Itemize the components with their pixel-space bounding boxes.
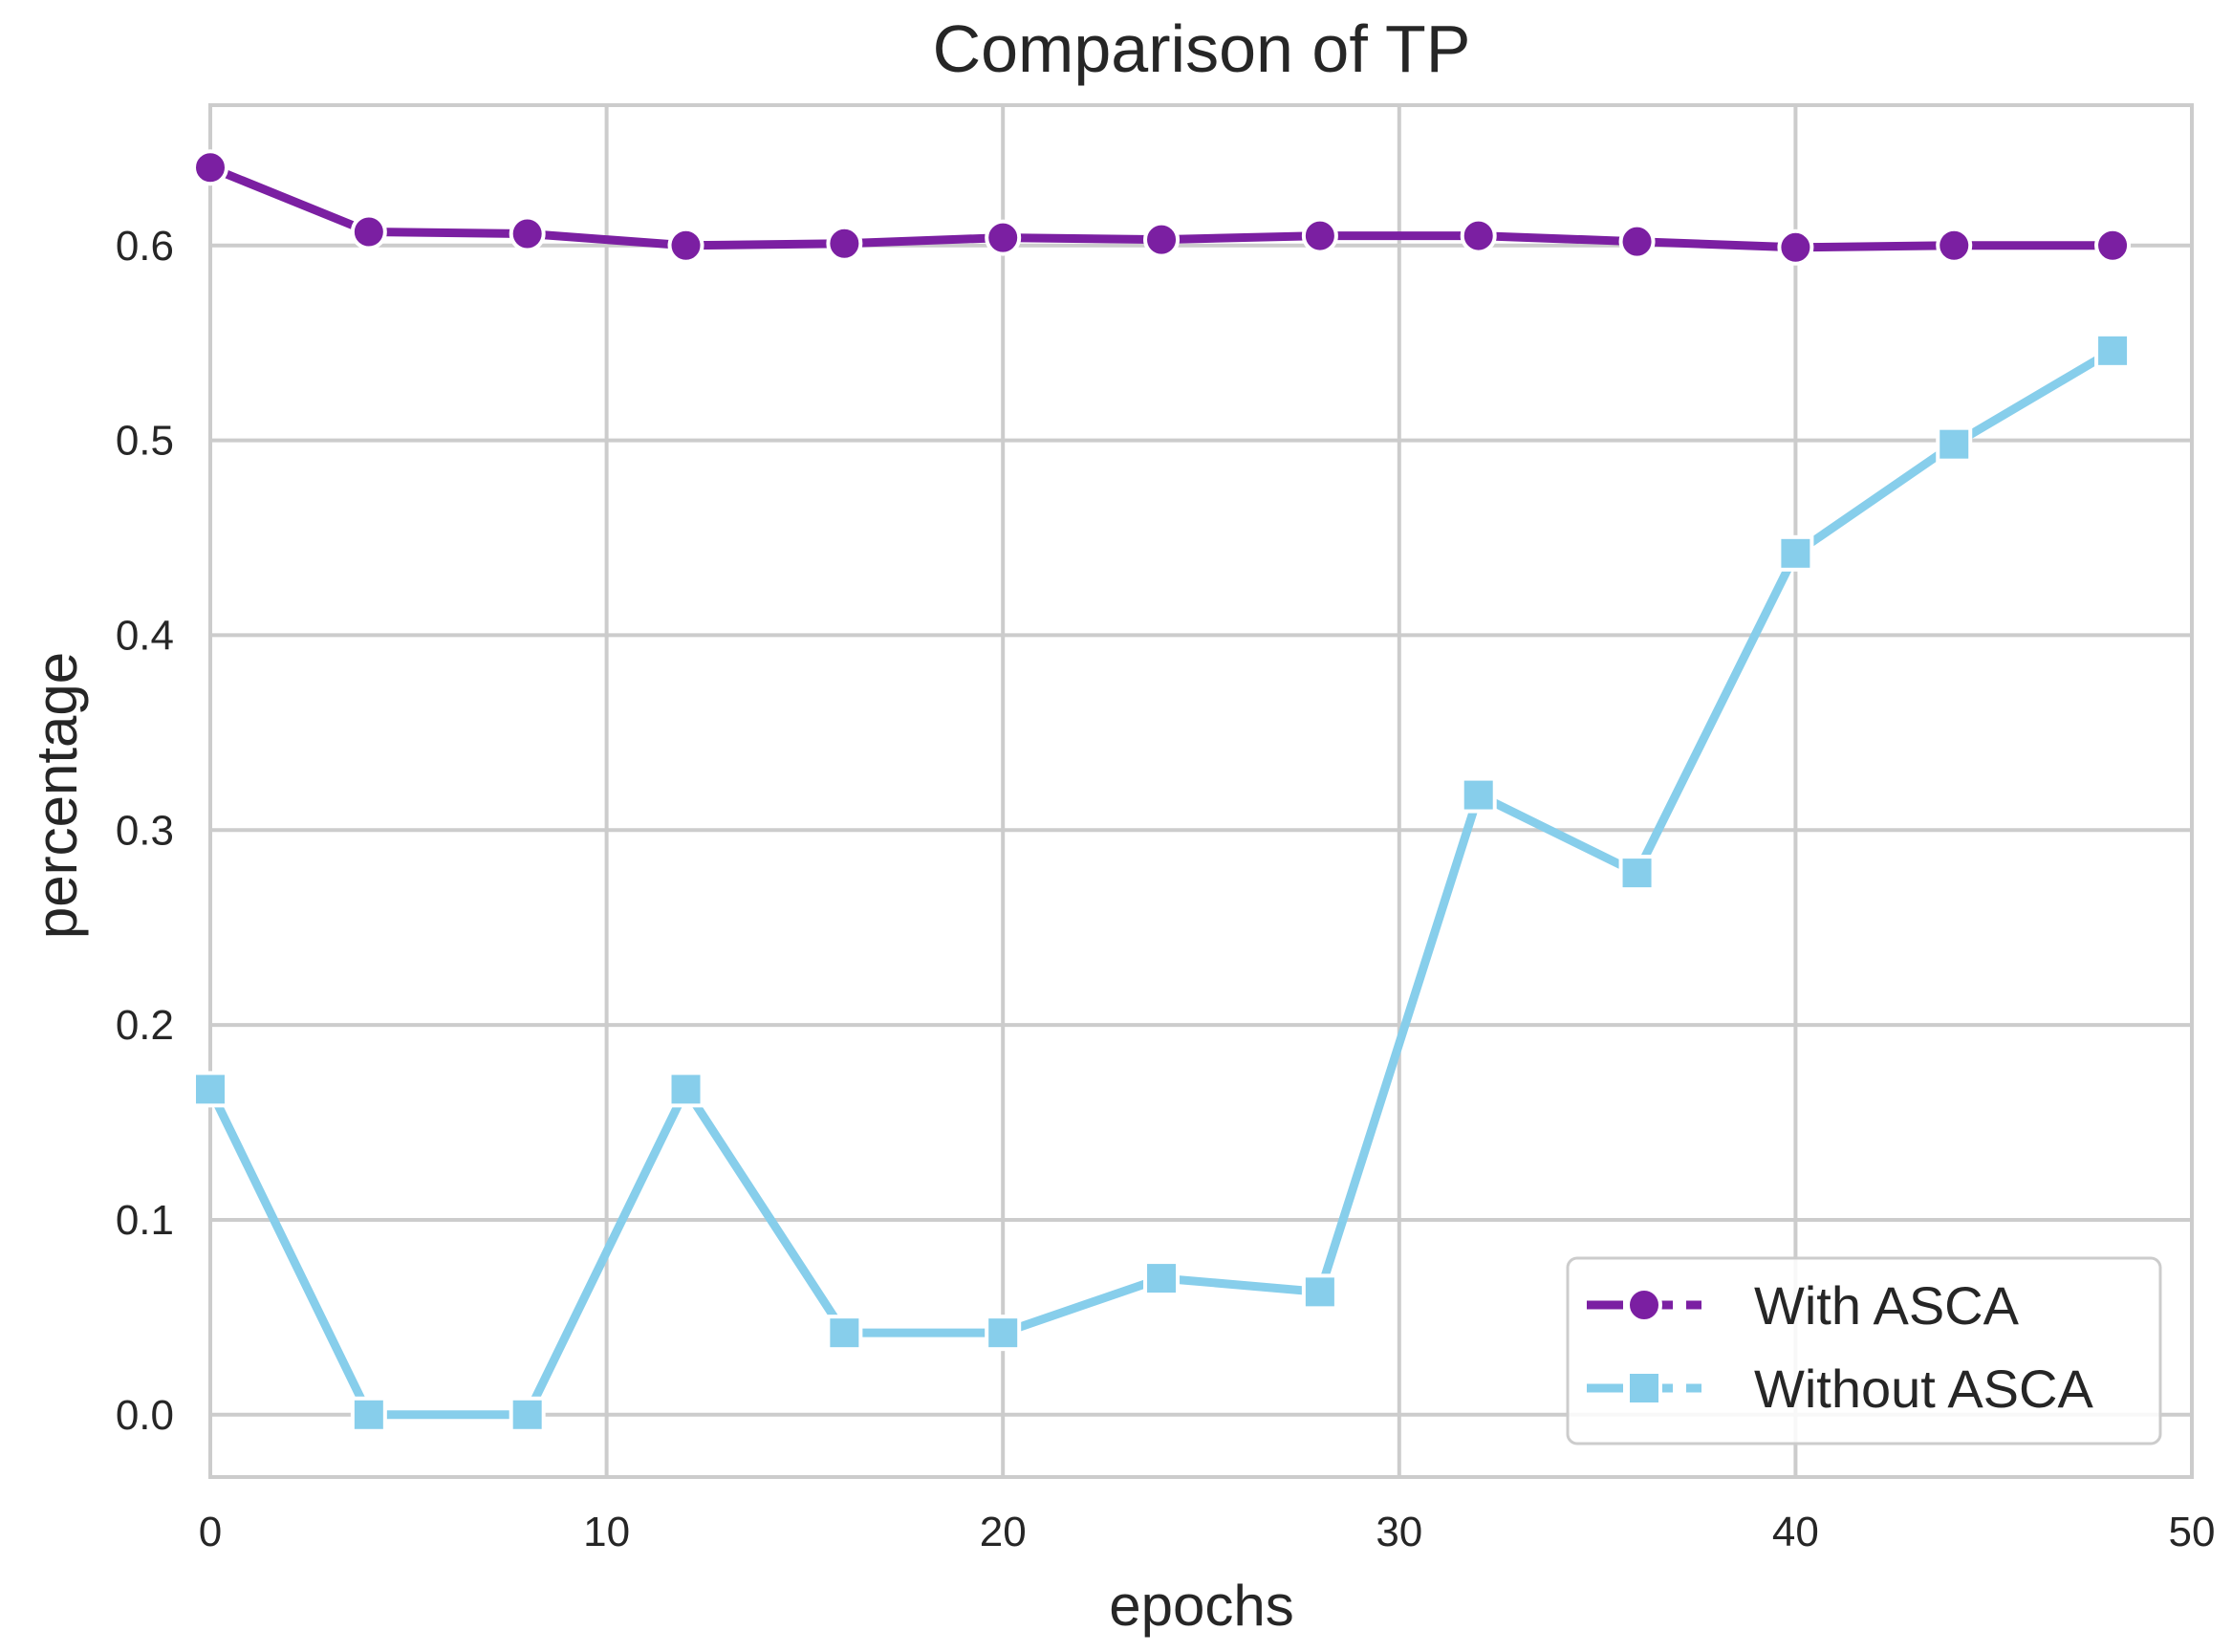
y-tick-label: 0.4 <box>116 612 174 659</box>
data-point-with-asca <box>985 219 1022 256</box>
legend-entry-with-asca: With ASCA <box>1587 1275 2020 1336</box>
data-point-with-asca <box>1777 228 1814 266</box>
data-point-without-asca <box>1618 855 1656 892</box>
data-point-without-asca <box>1936 425 1973 463</box>
data-point-with-asca <box>1301 217 1338 254</box>
y-tick-label: 0.2 <box>116 1002 174 1049</box>
data-point-without-asca <box>1777 534 1814 572</box>
data-point-without-asca <box>350 1396 387 1433</box>
x-tick-label: 20 <box>980 1509 1027 1555</box>
series-without-asca <box>192 332 2132 1433</box>
y-tick-label: 0.6 <box>116 223 174 270</box>
legend-entry-without-asca: Without ASCA <box>1587 1359 2093 1419</box>
data-point-with-asca <box>350 213 387 250</box>
series-line-without-asca <box>206 346 2115 1420</box>
legend-marker-with-asca <box>1626 1287 1662 1323</box>
data-point-without-asca <box>826 1315 863 1352</box>
data-point-with-asca <box>2094 227 2132 264</box>
x-tick-label: 0 <box>199 1509 222 1555</box>
plot-frame <box>208 103 2194 1479</box>
x-axis-label: epochs <box>1109 1574 1293 1638</box>
x-tick-label: 50 <box>2169 1509 2216 1555</box>
data-point-with-asca <box>1143 221 1181 258</box>
legend-label-without-asca: Without ASCA <box>1754 1359 2093 1419</box>
data-point-with-asca <box>1936 227 1973 264</box>
data-point-without-asca <box>192 1071 228 1108</box>
x-tick-label: 10 <box>583 1509 630 1555</box>
legend: With ASCA Without ASCA <box>1566 1256 2162 1446</box>
data-point-with-asca <box>667 227 704 264</box>
x-tick-label: 30 <box>1376 1509 1422 1555</box>
data-point-without-asca <box>1301 1273 1338 1311</box>
data-point-without-asca <box>985 1315 1022 1352</box>
data-point-with-asca <box>826 225 863 262</box>
tick-labels: 0 10 20 30 40 50 0.0 0.1 0.2 0.3 0.4 0.5 0.6 <box>116 223 2216 1555</box>
y-axis-label: percentage <box>25 652 89 939</box>
data-point-with-asca <box>192 149 228 186</box>
x-tick-label: 40 <box>1772 1509 1819 1555</box>
data-point-with-asca <box>1460 217 1497 254</box>
y-tick-label: 0.5 <box>116 418 174 465</box>
data-point-without-asca <box>509 1396 546 1433</box>
series-with-asca <box>192 149 2132 266</box>
data-point-without-asca <box>2094 332 2132 369</box>
chart-title: Comparison of TP <box>933 11 1471 86</box>
data-point-with-asca <box>509 215 546 252</box>
y-tick-label: 0.3 <box>116 807 174 854</box>
series-layer <box>192 149 2132 1433</box>
data-point-without-asca <box>1460 776 1497 814</box>
legend-label-with-asca: With ASCA <box>1754 1275 2020 1336</box>
data-point-without-asca <box>1143 1260 1181 1297</box>
data-point-with-asca <box>1618 223 1656 260</box>
y-tick-label: 0.1 <box>116 1197 174 1244</box>
legend-marker-without-asca <box>1626 1370 1662 1406</box>
legend-box <box>1566 1256 2162 1446</box>
data-point-without-asca <box>667 1071 704 1108</box>
y-tick-label: 0.0 <box>116 1392 174 1439</box>
